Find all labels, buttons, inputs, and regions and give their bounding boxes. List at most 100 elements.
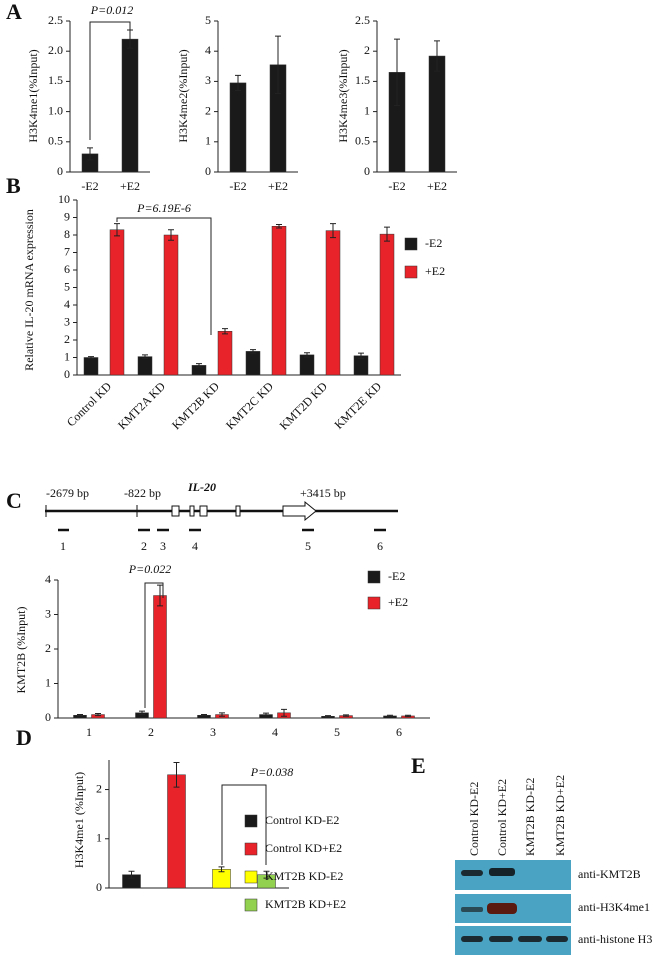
y-tick-label: 1 (96, 831, 102, 845)
legend-swatch (244, 870, 258, 884)
y-tick-label: 2.0 (48, 43, 63, 57)
error-bar (196, 363, 202, 368)
lane-label: Control KD-E2 (467, 782, 481, 856)
x-tick-label: 6 (396, 725, 402, 739)
error-bar (157, 584, 163, 607)
y-tick-label: 6 (64, 262, 70, 276)
antibody-label: anti-H3K4me1 (578, 900, 650, 914)
y-tick-label: 1.0 (48, 103, 63, 117)
error-bar (358, 352, 364, 359)
significance-bracket (221, 784, 267, 865)
y-axis-label: H3K4me1 (%Input) (72, 772, 86, 868)
error-bar (330, 223, 336, 239)
error-bar (384, 226, 390, 242)
y-tick-label: 10 (58, 192, 70, 206)
x-tick-label: KMT2B KD (169, 379, 222, 432)
region-label: 1 (60, 539, 66, 553)
y-tick-label: 2 (205, 103, 211, 117)
error-bar (201, 714, 207, 717)
x-tick-label: 4 (272, 725, 278, 739)
legend-swatch (244, 898, 258, 912)
legend-swatch (244, 842, 258, 856)
y-tick-label: 0 (57, 164, 63, 178)
y-tick-label: 5 (64, 279, 70, 293)
exon (171, 505, 180, 517)
x-tick-label: KMT2A KD (115, 379, 168, 432)
y-tick-label: 0 (45, 710, 51, 724)
bar (217, 331, 233, 376)
error-bar (281, 708, 287, 717)
y-tick-label: 8 (64, 227, 70, 241)
bar (167, 774, 186, 889)
legend-swatch (244, 814, 258, 828)
bar (271, 226, 287, 376)
bar (229, 82, 247, 173)
x-tick-label: +E2 (268, 179, 288, 193)
x-tick-label: 2 (148, 725, 154, 739)
band (546, 936, 568, 942)
antibody-label: anti-KMT2B (578, 867, 641, 881)
legend-swatch (367, 570, 381, 584)
error-bar (394, 38, 400, 107)
error-bar (77, 714, 83, 717)
bar (379, 233, 395, 376)
legend-label: +E2 (388, 595, 408, 609)
significance-bracket (116, 217, 212, 335)
error-bar (219, 712, 225, 717)
error-bar (222, 328, 228, 335)
lane-label: Control KD+E2 (495, 779, 509, 856)
band (461, 936, 483, 942)
band (461, 870, 483, 876)
legend-swatch (367, 596, 381, 610)
panel-label: E (411, 753, 426, 778)
legend-label: KMT2B KD-E2 (265, 869, 343, 883)
x-tick-label: 1 (86, 725, 92, 739)
y-tick-label: 3 (64, 314, 70, 328)
error-bar (168, 229, 174, 241)
y-tick-label: 2 (64, 332, 70, 346)
error-bar (114, 223, 120, 237)
y-tick-label: 0 (205, 164, 211, 178)
y-tick-label: 0 (96, 880, 102, 894)
band (461, 907, 483, 912)
legend-swatch (404, 237, 418, 251)
error-bar (87, 147, 93, 161)
y-tick-label: 2.5 (355, 13, 370, 27)
y-tick-label: 4 (205, 43, 211, 57)
y-tick-label: 1 (205, 134, 211, 148)
bar (137, 356, 153, 376)
exon-arrow (282, 500, 317, 522)
x-tick-label: +E2 (120, 179, 140, 193)
bar (245, 351, 261, 376)
x-tick-label: Control KD (64, 379, 114, 429)
error-bar (250, 349, 256, 354)
y-axis-label: H3K4me2(%Input) (176, 49, 190, 142)
error-bar (387, 714, 393, 718)
y-tick-label: 3 (45, 606, 51, 620)
x-tick-label: KMT2C KD (223, 379, 276, 432)
y-tick-label: 2 (45, 641, 51, 655)
legend-label: Control KD-E2 (265, 813, 339, 827)
lane-label: KMT2B KD-E2 (523, 778, 537, 856)
error-bar (235, 74, 241, 91)
exon (189, 505, 195, 517)
panel-label: D (16, 725, 32, 750)
bar (325, 230, 341, 376)
y-tick-label: 2.5 (48, 13, 63, 27)
bar (299, 354, 315, 376)
y-tick-label: 9 (64, 209, 70, 223)
significance-bracket (89, 21, 131, 140)
error-bar (173, 761, 180, 788)
error-bar (218, 866, 225, 873)
p-value: P=0.022 (128, 562, 171, 576)
p-value: P=0.038 (250, 765, 293, 779)
bar (121, 38, 139, 173)
band (487, 903, 517, 914)
band (489, 868, 515, 876)
y-axis-label: H3K4me3(%Input) (336, 49, 350, 142)
gene-map: -2679 bp -822 bp IL-20 +3415 bp 1 2 3 4 … (45, 480, 398, 553)
y-tick-label: 5 (205, 13, 211, 27)
legend-label: +E2 (425, 264, 445, 278)
y-tick-label: 1.5 (355, 73, 370, 87)
